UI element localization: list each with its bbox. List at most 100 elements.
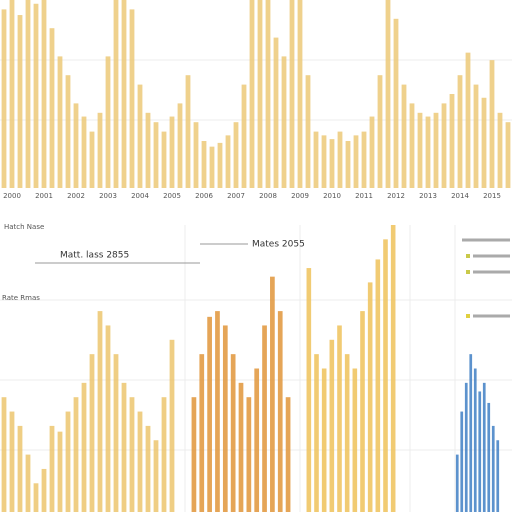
x-tick-label: 2012 [387, 192, 405, 200]
bar [57, 431, 63, 512]
bar [153, 440, 159, 512]
x-tick-label: 2013 [419, 192, 437, 200]
bar [113, 0, 119, 188]
bar [441, 103, 447, 188]
annotation: Rate Rmas [2, 294, 40, 302]
bar [65, 411, 71, 512]
bar [285, 397, 291, 512]
bar [65, 75, 71, 188]
bar [401, 84, 407, 188]
bar [321, 368, 327, 512]
bar [478, 391, 482, 512]
x-tick-label: 2003 [99, 192, 117, 200]
bar [169, 339, 175, 512]
bar [505, 122, 511, 188]
bar [25, 0, 31, 188]
bar [297, 0, 303, 188]
bar [491, 425, 495, 512]
bar [191, 397, 197, 512]
bar [129, 397, 135, 512]
bar [409, 103, 415, 188]
bar [277, 311, 283, 512]
x-tick-label: 2004 [131, 192, 149, 200]
bar [113, 354, 119, 512]
bar [97, 112, 103, 188]
bar [321, 135, 327, 188]
bar [337, 131, 343, 188]
bar [25, 454, 31, 512]
bar [145, 112, 151, 188]
bar [153, 122, 159, 188]
chart-title: Mates 2055 [252, 240, 305, 250]
bar [9, 411, 15, 512]
bar [201, 141, 207, 188]
bar [344, 354, 350, 512]
bar [17, 425, 23, 512]
bar [89, 131, 95, 188]
bar [161, 397, 167, 512]
bar [390, 225, 396, 512]
bar [449, 94, 455, 188]
bar [270, 276, 275, 512]
bar [460, 411, 464, 512]
bar [425, 116, 431, 188]
bar [497, 112, 503, 188]
x-tick-label: 2010 [323, 192, 341, 200]
bar [41, 0, 47, 188]
bar [137, 411, 143, 512]
bar [121, 0, 127, 188]
bar [1, 397, 7, 512]
bar [249, 0, 255, 188]
bar [455, 454, 459, 512]
bar [49, 28, 55, 189]
bar [246, 397, 252, 512]
bar [193, 122, 199, 188]
bar [233, 122, 239, 188]
bar [215, 311, 220, 512]
bar [329, 139, 335, 188]
bar [254, 368, 260, 512]
bar [177, 103, 183, 188]
bar [89, 354, 95, 512]
bar [49, 425, 55, 512]
bar [73, 103, 79, 188]
bar [105, 325, 111, 512]
x-tick-label: 2006 [195, 192, 213, 200]
bar [33, 483, 39, 512]
bar [473, 368, 477, 512]
bar [306, 268, 312, 512]
x-tick-label: 2014 [451, 192, 469, 200]
bar [273, 37, 279, 188]
bar [129, 9, 135, 189]
bar [33, 3, 39, 189]
bar [137, 84, 143, 188]
bar [487, 402, 491, 512]
bar [57, 56, 63, 189]
bar [241, 84, 247, 188]
x-tick-label: 2011 [355, 192, 373, 200]
bar [281, 56, 287, 189]
bar [465, 52, 471, 188]
bar [9, 0, 15, 188]
bar [369, 116, 375, 188]
bar [353, 135, 359, 188]
bar [305, 75, 311, 188]
x-tick-label: 2007 [227, 192, 245, 200]
bar [314, 354, 319, 512]
bar [433, 112, 439, 188]
x-tick-label: 2015 [483, 192, 501, 200]
bar [257, 0, 263, 188]
bar [367, 282, 373, 512]
bar [457, 75, 463, 188]
bar [393, 18, 399, 188]
bar [73, 397, 79, 512]
bar [345, 141, 351, 188]
bar [496, 440, 500, 512]
bar [469, 354, 473, 512]
bar [337, 325, 342, 512]
bar [230, 354, 236, 512]
bar [222, 325, 228, 512]
legend-lines [462, 238, 510, 318]
bar [41, 468, 47, 512]
